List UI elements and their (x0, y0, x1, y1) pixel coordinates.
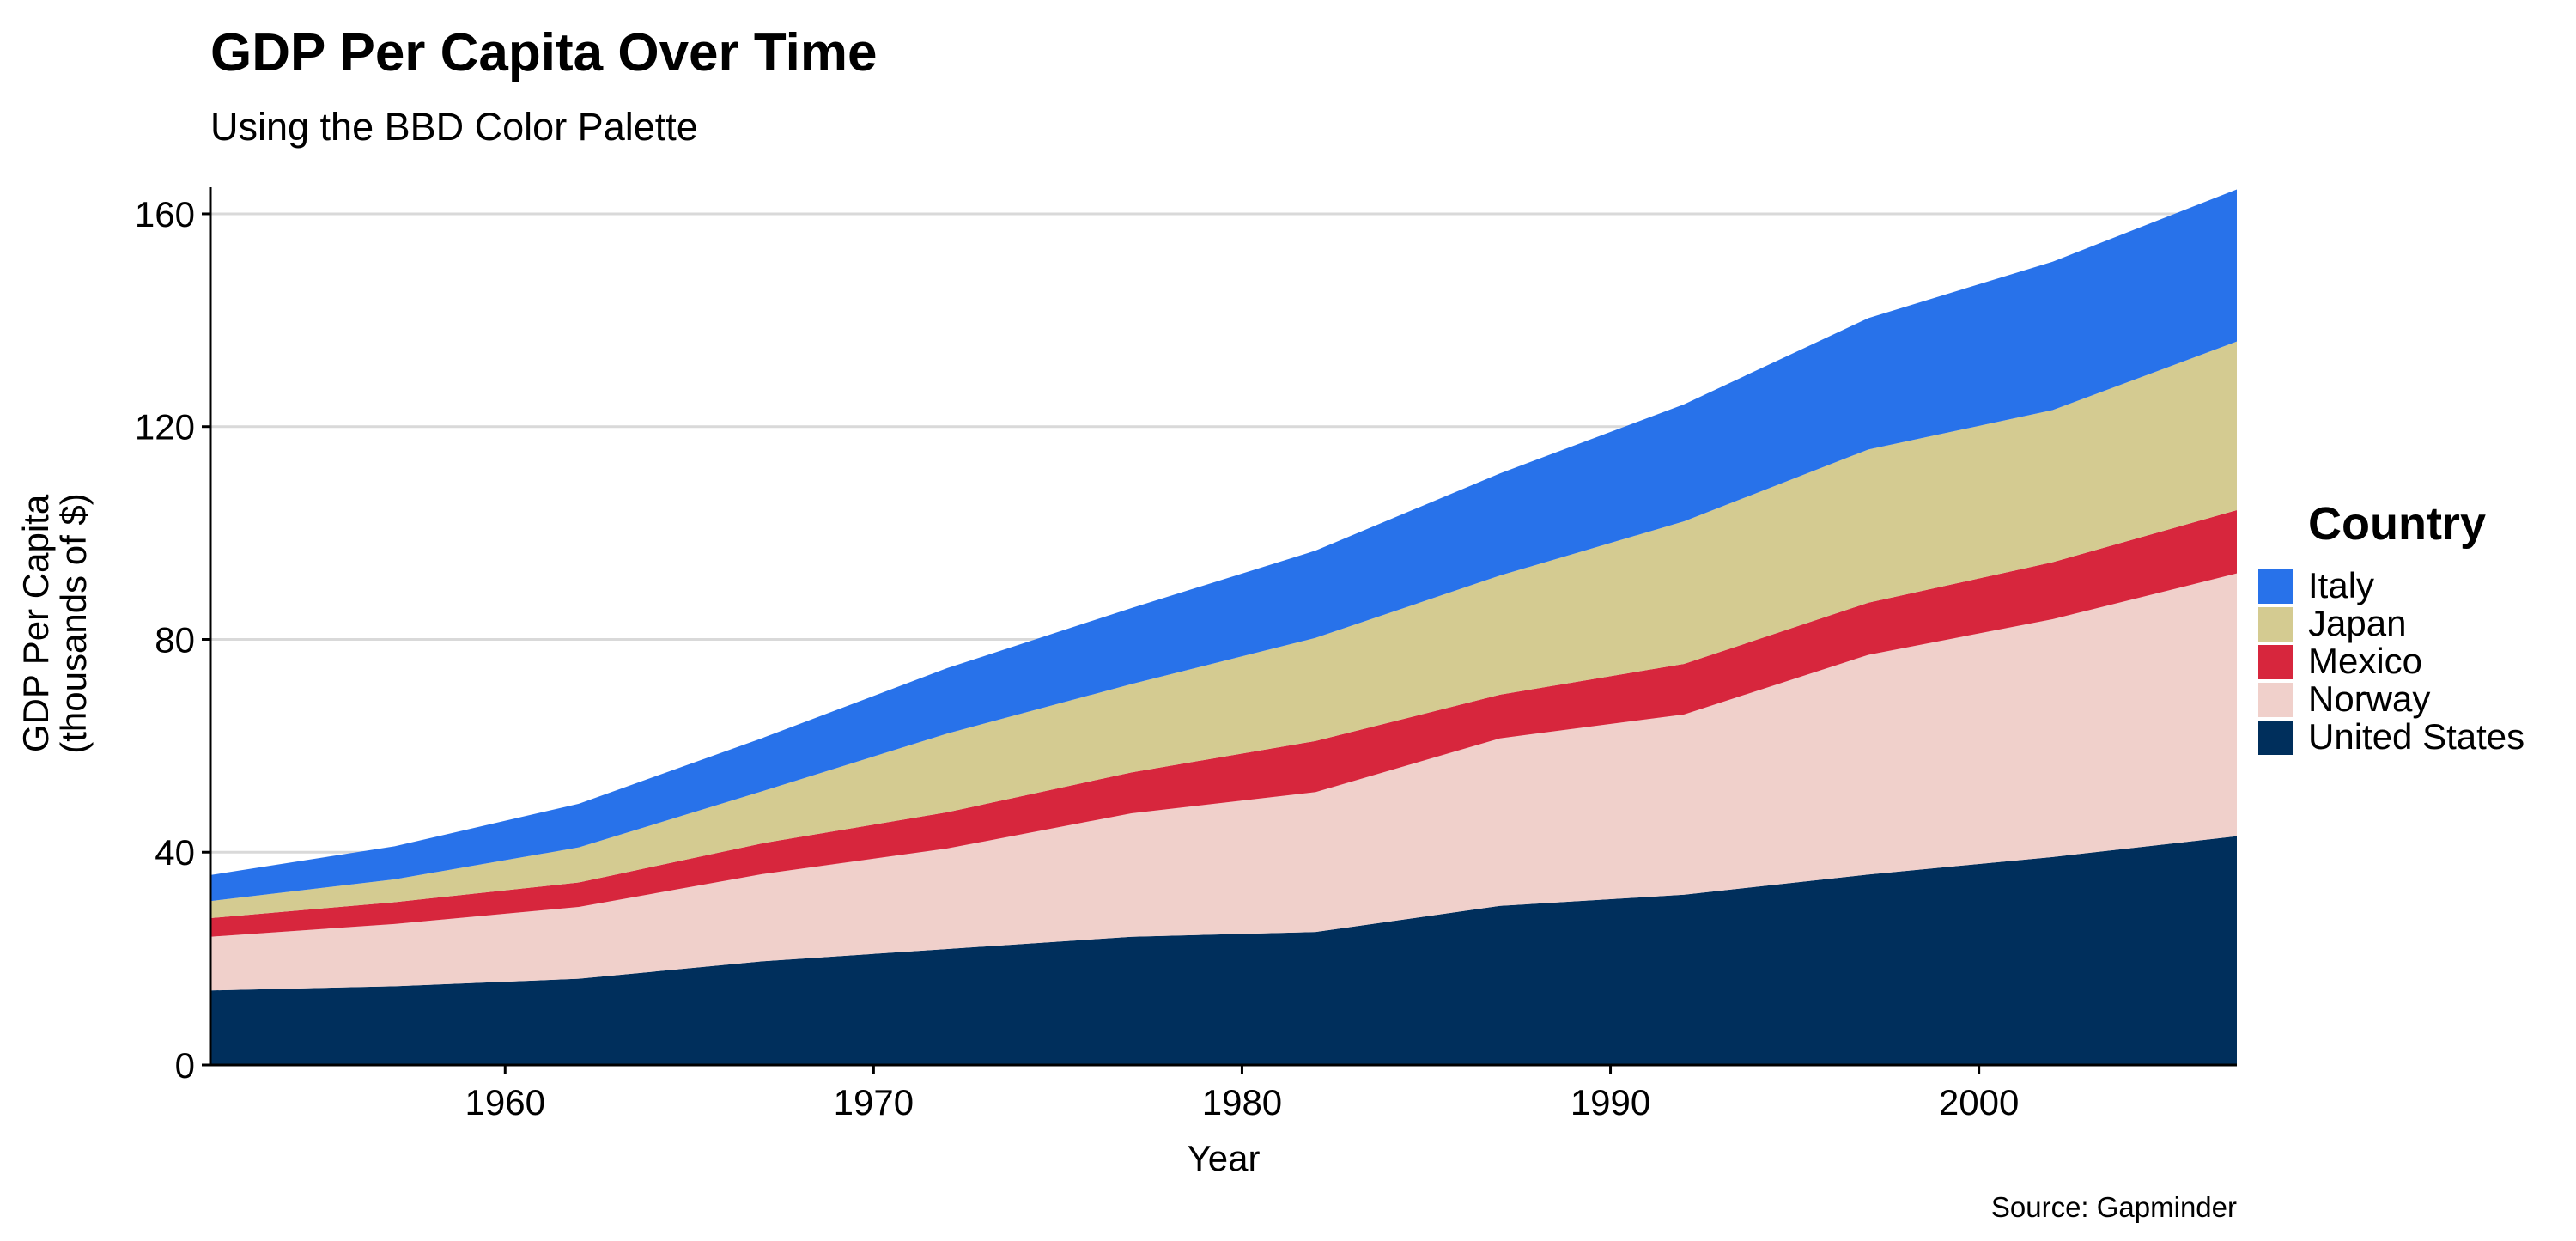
x-tick-label-1960: 1960 (465, 1082, 545, 1122)
x-tick-label-2000: 2000 (1939, 1082, 2019, 1122)
y-tick-label-0: 0 (175, 1045, 195, 1086)
legend-label-japan: Japan (2308, 603, 2406, 643)
legend-swatch-italy (2258, 569, 2293, 604)
x-tick-label-1970: 1970 (834, 1082, 914, 1122)
axes (209, 187, 2237, 1067)
y-tick-label-80: 80 (155, 619, 195, 660)
x-axis-title: Year (1188, 1138, 1261, 1178)
chart-subtitle: Using the BBD Color Palette (210, 105, 698, 149)
x-tick-label-1980: 1980 (1202, 1082, 1282, 1122)
area-united-states (210, 836, 2237, 1065)
y-tick-label-40: 40 (155, 832, 195, 873)
tick-labels: 0 40 80 120 160 1960 1970 1980 1990 2000 (135, 194, 2019, 1122)
legend-swatch-japan (2258, 607, 2293, 642)
legend-swatch-mexico (2258, 645, 2293, 679)
x-tick-label-1990: 1990 (1571, 1082, 1650, 1122)
legend-label-italy: Italy (2308, 565, 2374, 605)
y-axis-title: GDP Per Capita (thousands of $) (15, 493, 94, 754)
legend-label-norway: Norway (2308, 678, 2430, 719)
legend-title: Country (2308, 498, 2486, 550)
legend-swatch-united-states (2258, 721, 2293, 755)
y-tick-label-160: 160 (135, 194, 195, 234)
legend-label-mexico: Mexico (2308, 641, 2422, 681)
caption-source: Source: Gapminder (1991, 1191, 2237, 1223)
chart-title: GDP Per Capita Over Time (210, 23, 877, 82)
y-axis-title-line-2: (thousands of $) (53, 493, 94, 754)
area-norway (210, 573, 2237, 991)
legend-swatch-norway (2258, 683, 2293, 717)
legend-label-united-states: United States (2308, 716, 2524, 757)
y-tick-label-120: 120 (135, 407, 195, 447)
area-series (210, 189, 2237, 1065)
y-axis-title-line-1: GDP Per Capita (15, 494, 56, 752)
